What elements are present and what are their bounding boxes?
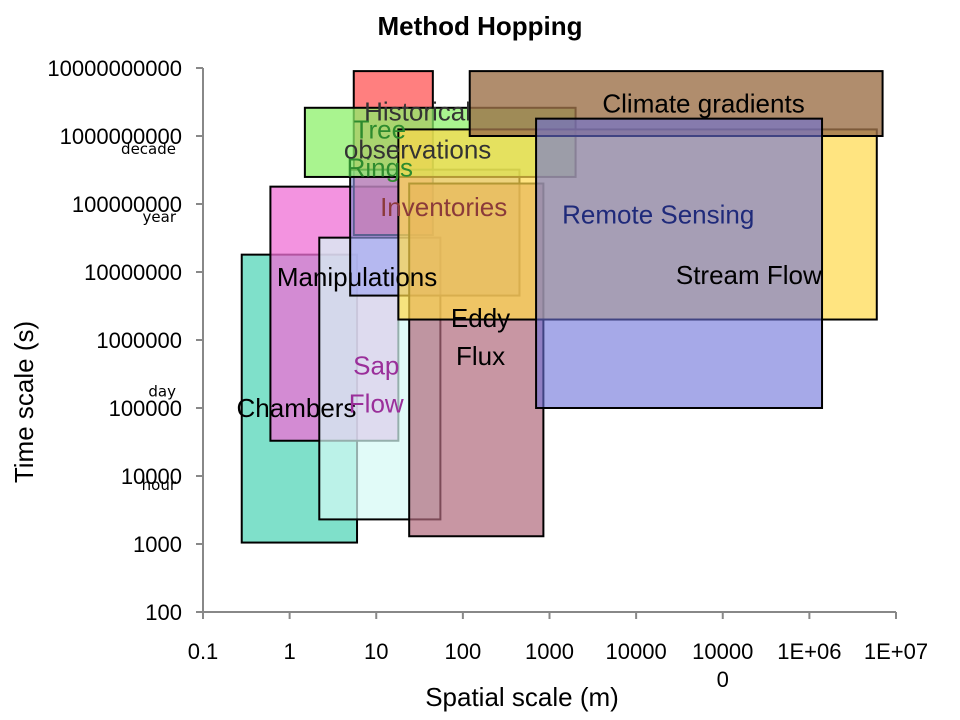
x-tick-label: 100 (445, 639, 482, 664)
tick-labels: 0.1 1 10 100 1000 10000 10000 0 1E+06 1E+07 100 100… (47, 56, 928, 692)
time-markers: decade year day hour (121, 140, 177, 494)
x-tick-label: 1E+07 (864, 639, 928, 664)
x-tick-label: 10 (364, 639, 388, 664)
y-tick-label: 100 (145, 600, 182, 625)
y-tick-label: 100000000 (72, 192, 182, 217)
label-inventories: Inventories (380, 192, 507, 222)
label-manipulations: Manipulations (277, 262, 437, 292)
time-marker-decade: decade (121, 140, 176, 158)
time-marker-year: year (143, 208, 177, 226)
y-tick-label: 10000000000 (47, 56, 182, 81)
y-tick-label: 100000 (109, 396, 182, 421)
label-chambers: Chambers (237, 393, 357, 423)
time-marker-hour: hour (142, 476, 177, 494)
label-historical-observations: Historical observations (344, 97, 491, 165)
y-tick-label: 10000000 (84, 260, 182, 285)
rectangle-labels: Chambers Manipulations Sap Flow Tree Rings Inv… (237, 89, 822, 423)
method-rectangles (240, 70, 884, 544)
rect-remote-sensing (535, 117, 824, 409)
y-tick-label: 10000 (121, 464, 182, 489)
x-tick-label: 10000 (606, 639, 667, 664)
x-tick-label: 1 (284, 639, 296, 664)
x-tick-label: 1000 (525, 639, 574, 664)
chart-title: Method Hopping (377, 11, 582, 41)
label-tree-rings: Tree Rings (347, 115, 413, 183)
label-stream-flow: Stream Flow (676, 260, 822, 290)
time-marker-day: day (148, 382, 176, 400)
x-tick-label: 10000 0 (692, 639, 753, 692)
y-axis-label: Time scale (s) (9, 321, 39, 483)
label-climate-gradients: Climate gradients (602, 89, 804, 119)
x-axis-label: Spatial scale (m) (425, 682, 619, 712)
y-tick-label: 1000000 (96, 328, 182, 353)
x-tick-label: 0.1 (188, 639, 219, 664)
x-tick-label: 1E+06 (777, 639, 841, 664)
label-eddy-flux: Eddy Flux (451, 303, 510, 371)
y-tick-label: 1000 (133, 532, 182, 557)
label-sap-flow: Sap Flow (349, 351, 404, 419)
y-tick-label: 1000000000 (60, 124, 182, 149)
label-remote-sensing: Remote Sensing (562, 200, 754, 230)
